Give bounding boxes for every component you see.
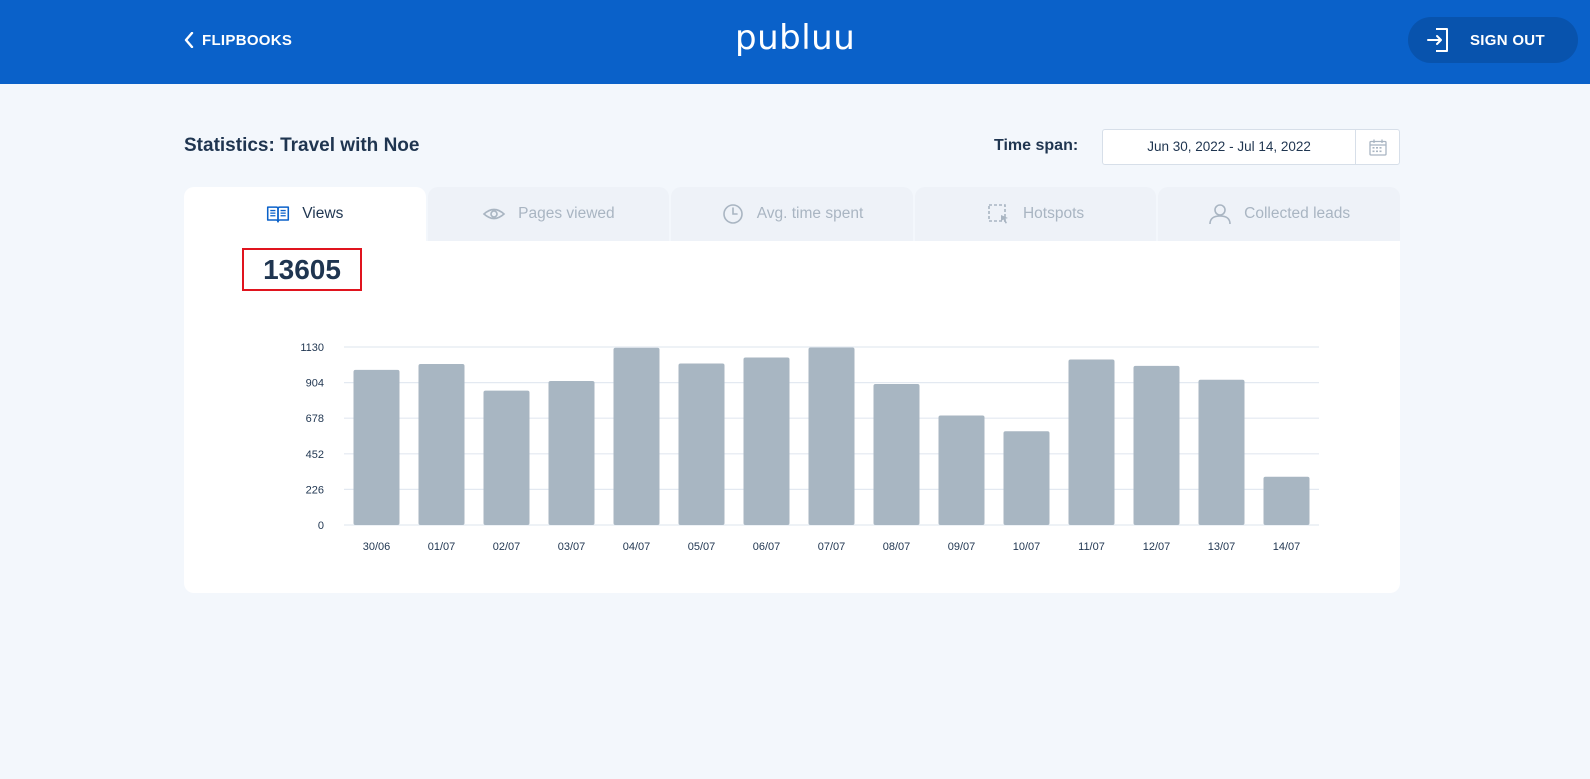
date-range-picker[interactable]: Jun 30, 2022 - Jul 14, 2022: [1102, 129, 1400, 165]
user-icon: [1209, 204, 1231, 225]
hotspot-icon: [988, 204, 1008, 224]
x-tick-label: 30/06: [363, 541, 391, 553]
statistics-tabs: Views Pages viewed Avg. time spent Hotsp…: [184, 187, 1400, 241]
y-tick-label: 0: [318, 520, 324, 532]
y-tick-label: 226: [306, 484, 324, 496]
bar-04-07[interactable]: [613, 347, 660, 525]
views-bar-chart: 0 226 452 678 904 1130 30/06 01/07 02/07 03/07 04/…: [300, 342, 1319, 553]
tab-views-label: Views: [302, 205, 344, 222]
x-tick-label: 12/07: [1143, 541, 1171, 553]
publuu-logo[interactable]: publuu: [735, 18, 856, 58]
time-span-label: Time span:: [994, 137, 1079, 154]
clock-icon: [722, 204, 743, 224]
tab-hotspots-label: Hotspots: [1022, 205, 1085, 222]
bar-10-07[interactable]: [1003, 431, 1050, 525]
bar-05-07[interactable]: [678, 363, 725, 525]
bar-07-07[interactable]: [808, 347, 855, 525]
bar-12-07[interactable]: [1133, 365, 1180, 525]
tab-avg-time-spent-label: Avg. time spent: [756, 205, 864, 222]
y-tick-label: 678: [306, 413, 324, 425]
x-tick-label: 04/07: [623, 541, 651, 553]
x-tick-label: 02/07: [493, 541, 521, 553]
tab-collected-leads-label: Collected leads: [1244, 205, 1351, 222]
back-link-label: FLIPBOOKS: [202, 31, 293, 49]
bar-06-07[interactable]: [743, 357, 790, 525]
bar-02-07[interactable]: [483, 390, 530, 525]
x-tick-label: 09/07: [948, 541, 976, 553]
page-title: Statistics: Travel with Noe: [184, 135, 420, 156]
sign-out-label: SIGN OUT: [1470, 31, 1545, 49]
total-views-value: 13605: [242, 248, 362, 291]
back-to-flipbooks-link[interactable]: FLIPBOOKS: [184, 28, 292, 52]
tab-avg-time-spent[interactable]: Avg. time spent: [671, 187, 913, 241]
x-tick-label: 03/07: [558, 541, 586, 553]
y-tick-label: 904: [306, 378, 324, 390]
tab-views[interactable]: Views: [184, 187, 426, 241]
x-tick-label: 13/07: [1208, 541, 1236, 553]
x-tick-label: 14/07: [1273, 541, 1301, 553]
bar-01-07[interactable]: [418, 364, 465, 525]
y-tick-label: 452: [306, 449, 324, 461]
sign-in-door-icon: [1427, 28, 1448, 52]
x-tick-label: 01/07: [428, 541, 456, 553]
eye-icon: [482, 208, 506, 220]
tab-pages-viewed[interactable]: Pages viewed: [427, 187, 670, 241]
bar-11-07[interactable]: [1068, 359, 1115, 525]
top-bar: FLIPBOOKS publuu SIGN OUT: [0, 0, 1590, 84]
date-range-input[interactable]: Jun 30, 2022 - Jul 14, 2022: [1103, 130, 1357, 164]
bar-14-07[interactable]: [1263, 476, 1310, 525]
x-tick-label: 07/07: [818, 541, 846, 553]
sign-out-button[interactable]: SIGN OUT: [1408, 17, 1578, 63]
bar-08-07[interactable]: [873, 384, 920, 525]
calendar-icon: [1368, 139, 1387, 156]
x-tick-label: 08/07: [883, 541, 911, 553]
bar-09-07[interactable]: [938, 415, 985, 525]
tab-collected-leads[interactable]: Collected leads: [1158, 187, 1400, 241]
book-icon: [267, 206, 290, 223]
bar-13-07[interactable]: [1198, 379, 1245, 525]
x-tick-label: 11/07: [1078, 541, 1105, 553]
bar-03-07[interactable]: [548, 381, 595, 525]
tab-hotspots[interactable]: Hotspots: [914, 187, 1157, 241]
bar-30-06[interactable]: [353, 369, 400, 525]
x-tick-label: 05/07: [688, 541, 716, 553]
x-tick-label: 06/07: [753, 541, 781, 553]
y-tick-label: 1130: [300, 342, 324, 354]
views-panel: 13605 0 226 452 678 904 1130 30/06 01/07 02/07 03…: [184, 241, 1400, 593]
x-tick-label: 10/07: [1013, 541, 1041, 553]
calendar-button[interactable]: [1356, 130, 1399, 164]
chevron-left-icon: [184, 32, 194, 48]
tab-pages-viewed-label: Pages viewed: [518, 205, 615, 222]
